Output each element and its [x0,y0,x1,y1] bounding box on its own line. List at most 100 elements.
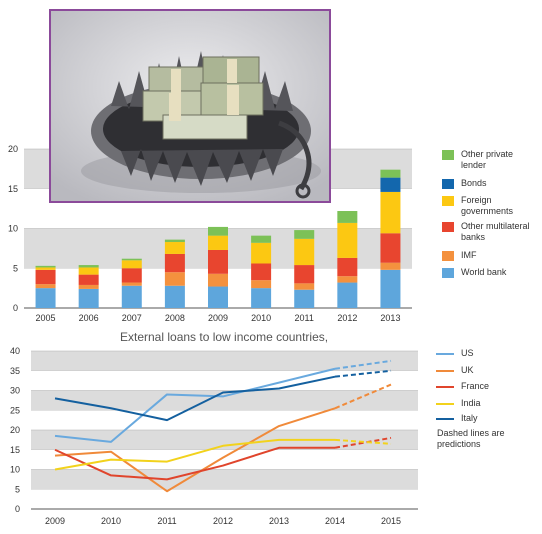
line-x-tick-label: 2009 [45,516,65,526]
bar-segment [380,177,401,192]
legend-swatch [442,196,454,206]
bar-segment [251,263,272,281]
legend-label: France [461,381,490,391]
bar-segment [337,222,358,258]
legend-label: UK [461,365,474,375]
legend-label: governments [461,206,514,216]
line-y-tick-label: 0 [15,504,20,514]
bar-segment [35,269,56,285]
bar-segment [35,267,56,270]
bar-segment [380,191,401,234]
bar-segment [78,265,99,268]
prediction-note: predictions [437,439,481,449]
bar-segment [121,268,142,283]
line-y-tick-label: 35 [10,366,20,376]
legend-label: lender [461,160,487,170]
line-y-tick-label: 40 [10,346,20,356]
bar-segment [164,272,185,286]
bar-segment [294,289,315,308]
line-grid-band [31,430,418,450]
line-y-tick-label: 15 [10,445,20,455]
bar-segment [294,238,315,266]
legend-label: US [461,348,474,358]
line-x-tick-label: 2014 [325,516,345,526]
bar-segment [337,276,358,283]
line-grid-band [31,390,418,411]
legend-label: Italy [461,413,478,423]
bar-y-tick-label: 0 [13,303,18,313]
bar-segment [164,242,185,254]
legend-label: Other multilateral [461,221,530,231]
line-series-india [54,438,335,471]
bar-x-tick-label: 2006 [79,313,99,323]
bar-segment [78,288,99,308]
line-series-prediction-italy [334,369,392,378]
line-grid-band [31,469,418,490]
legend-swatch [442,222,454,232]
bar-segment [121,282,142,286]
money-trap-photo [49,9,331,203]
bar-segment [337,282,358,308]
bar-segment [380,269,401,308]
bar-segment [251,242,272,264]
bar-segment [208,226,228,236]
bar-segment [164,239,185,243]
bar-segment [78,284,99,289]
bar-x-tick-label: 2011 [295,313,314,323]
bar-segment [208,249,228,274]
legend-label: banks [461,232,486,242]
legend-line [436,418,454,420]
bar-segment [121,260,142,269]
bar-x-tick-label: 2010 [251,313,271,323]
legend-label: Foreign [461,195,492,205]
bar-segment [35,265,56,268]
bar-segment [294,230,315,239]
bar-segment [337,257,358,277]
bar-segment [164,285,185,308]
bar-segment [121,285,142,308]
legend-line [436,403,454,405]
bar-x-tick-label: 2005 [36,313,56,323]
legend-swatch [442,179,454,189]
line-series-prediction-uk [334,383,392,410]
line-x-tick-label: 2013 [269,516,289,526]
bar-y-tick-label: 15 [8,184,18,194]
bar-segment [208,273,228,287]
bar-segment [208,235,228,250]
legend-label: World bank [461,267,507,277]
bar-segment [294,265,315,284]
line-series-us [54,367,336,443]
bar-segment [251,280,272,289]
legend-swatch [442,150,454,160]
legend-line [436,370,454,372]
bar-segment [78,274,99,285]
line-series-prediction-us [334,359,392,370]
line-grid-band [31,351,418,371]
line-series-france [54,446,335,481]
bar-x-tick-label: 2013 [380,313,400,323]
line-y-tick-label: 30 [10,386,20,396]
bar-segment [208,286,228,308]
bar-segment [35,284,56,289]
bar-x-tick-label: 2012 [337,313,357,323]
chart-title: External loans to low income countries, [120,330,329,344]
bar-segment [78,267,99,275]
bar-segment [380,262,401,270]
bar-segment [121,258,142,261]
bar-segment [294,283,315,290]
bar-segment [380,169,401,178]
money-trap-illustration [51,11,329,201]
line-y-tick-label: 20 [10,425,20,435]
line-x-tick-label: 2012 [213,516,233,526]
line-series-prediction-india [334,438,392,445]
line-y-tick-label: 25 [10,405,20,415]
legend-label: Other private [461,149,514,159]
bar-y-tick-label: 10 [8,224,18,234]
legend-line [436,353,454,355]
line-series-uk [54,407,336,493]
line-x-tick-label: 2015 [381,516,401,526]
legend-label: Bonds [461,178,487,188]
bar-segment [380,233,401,263]
bar-segment [337,211,358,223]
legend-line [436,386,454,388]
